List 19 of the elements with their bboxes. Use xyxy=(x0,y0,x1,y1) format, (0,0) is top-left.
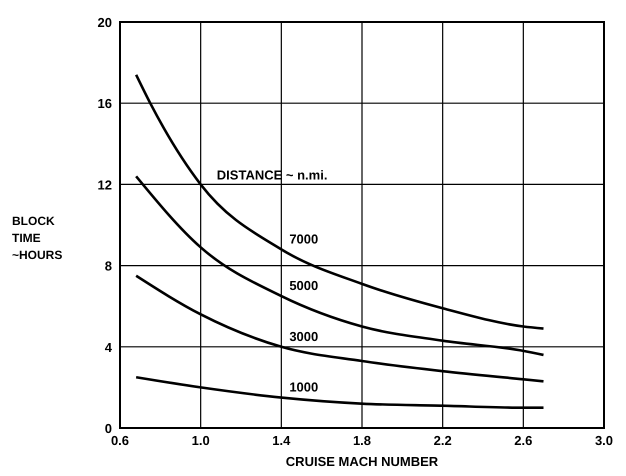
y-tick-label: 16 xyxy=(98,96,112,112)
y-tick-label: 20 xyxy=(98,15,112,30)
x-tick-label: 2.2 xyxy=(434,433,452,448)
series-label: 7000 xyxy=(289,231,318,246)
y-axis-title: BLOCK TIME ~HOURS xyxy=(12,214,62,262)
x-tick-label: 1.4 xyxy=(272,433,292,448)
x-tick-label: 2.6 xyxy=(514,433,532,448)
series-label: 1000 xyxy=(289,380,318,395)
x-tick-label: 3.0 xyxy=(594,433,614,448)
series-label: 3000 xyxy=(289,328,318,344)
x-tick-label: 1.0 xyxy=(192,433,210,448)
x-tick-label: 0.6 xyxy=(110,433,130,448)
y-tick-label: 4 xyxy=(104,340,113,355)
y-tick-label: 0 xyxy=(104,421,112,436)
y-tick-label: 8 xyxy=(104,258,112,274)
x-tick-label: 1.8 xyxy=(352,433,372,448)
x-axis-title: CRUISE MACH NUMBER xyxy=(286,454,439,469)
y-tick-label: 12 xyxy=(98,177,112,192)
series-label: 5000 xyxy=(289,278,318,294)
